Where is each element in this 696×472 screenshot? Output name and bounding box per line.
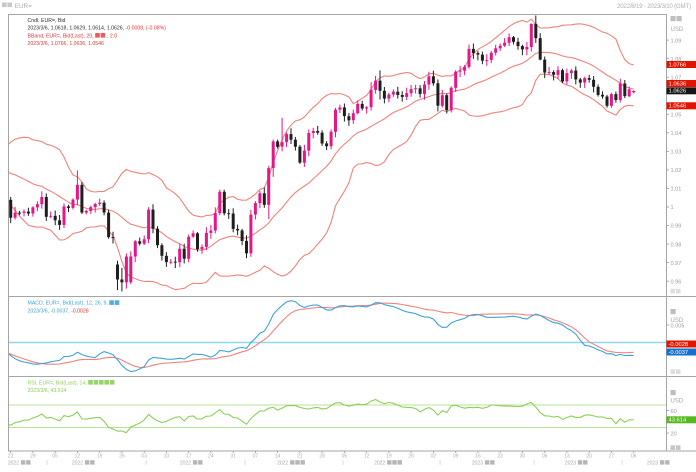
svg-text:43.614: 43.614: [669, 418, 688, 424]
svg-text:22: 22: [8, 454, 14, 460]
svg-text:19: 19: [386, 454, 392, 460]
svg-text:|: |: [342, 460, 343, 466]
svg-text:12: 12: [75, 454, 81, 460]
svg-text:05: 05: [52, 454, 58, 460]
svg-text:2023/3/6, -0.0037, -0.0028: 2023/3/6, -0.0037, -0.0028: [28, 308, 89, 314]
svg-text:1.0636: 1.0636: [669, 81, 687, 87]
svg-text:1.0766: 1.0766: [669, 62, 687, 68]
svg-text:17: 17: [186, 454, 192, 460]
svg-text:20: 20: [671, 431, 677, 437]
svg-text:06: 06: [542, 454, 548, 460]
svg-text:10: 10: [164, 454, 170, 460]
svg-text:1.0546: 1.0546: [669, 104, 687, 110]
svg-text:MACD, EUR=, Bid(Last), 12, 26,: MACD, EUR=, Bid(Last), 12, 26, 9,: [28, 301, 108, 307]
svg-text:02: 02: [431, 454, 437, 460]
svg-text:2023/3/6, 1.0618, 1.0629, 1.06: 2023/3/6, 1.0618, 1.0629, 1.0614, 1.0626…: [28, 26, 167, 32]
svg-text:16: 16: [475, 454, 481, 460]
svg-text:1: 1: [671, 205, 674, 211]
svg-text:28: 28: [319, 454, 325, 460]
svg-text:|: |: [145, 460, 146, 466]
svg-text:-0.0037: -0.0037: [669, 350, 689, 356]
svg-text:27: 27: [609, 454, 615, 460]
svg-text:1.01: 1.01: [671, 187, 682, 193]
svg-text:31: 31: [230, 454, 236, 460]
svg-text:60: 60: [671, 409, 677, 415]
svg-text:Cndl, EUR=, Bid: Cndl, EUR=, Bid: [28, 18, 66, 24]
svg-text:24: 24: [208, 454, 214, 460]
svg-text:|: |: [621, 460, 622, 466]
svg-text:13: 13: [564, 454, 570, 460]
svg-text:12: 12: [364, 454, 370, 460]
svg-text:20: 20: [586, 454, 592, 460]
svg-text:2023/3/6, 1.0766, 1.0636, 1.05: 2023/3/6, 1.0766, 1.0636, 1.0546: [28, 41, 105, 47]
svg-text:0.96: 0.96: [671, 279, 682, 285]
svg-text:26: 26: [119, 454, 125, 460]
svg-text:2022: 2022: [277, 461, 288, 467]
svg-text:, 2.0: , 2.0: [107, 33, 117, 39]
svg-text:EUR=: EUR=: [15, 3, 32, 10]
svg-text:|: |: [439, 460, 440, 466]
svg-text:2022/8/19 - 2023/3/10 (GMT): 2022/8/19 - 2023/3/10 (GMT): [617, 3, 691, 10]
svg-text:1.08: 1.08: [671, 57, 682, 63]
svg-text:USD: USD: [671, 27, 684, 33]
svg-text:30: 30: [520, 454, 526, 460]
svg-text:29: 29: [30, 454, 36, 460]
svg-text:|: |: [533, 460, 534, 466]
svg-text:1.09: 1.09: [671, 38, 682, 44]
svg-text:1.02: 1.02: [671, 168, 682, 174]
svg-text:0.97: 0.97: [671, 261, 682, 267]
svg-text:09: 09: [453, 454, 459, 460]
svg-text:14: 14: [275, 454, 281, 460]
svg-text:06: 06: [631, 454, 637, 460]
svg-text:2023/3/6, 43.614: 2023/3/6, 43.614: [28, 388, 67, 394]
svg-text:1.04: 1.04: [671, 131, 682, 137]
svg-text:2023: 2023: [647, 461, 658, 467]
svg-text:0.005: 0.005: [671, 323, 685, 329]
svg-text:26: 26: [408, 454, 414, 460]
svg-text:RSI, EUR=, Bid(Last), 14,: RSI, EUR=, Bid(Last), 14,: [28, 380, 87, 386]
svg-text:|: |: [46, 460, 47, 466]
svg-text:1.0626: 1.0626: [669, 89, 687, 95]
svg-text:1.03: 1.03: [671, 150, 682, 156]
svg-text:19: 19: [97, 454, 103, 460]
svg-text:21: 21: [297, 454, 303, 460]
svg-text:1.07: 1.07: [671, 75, 682, 81]
svg-text:USD: USD: [671, 399, 684, 405]
svg-text:-0.0028: -0.0028: [669, 342, 689, 348]
svg-text:|: |: [244, 460, 245, 466]
svg-text:03: 03: [141, 454, 147, 460]
svg-text:1.05: 1.05: [671, 113, 682, 119]
svg-text:0.99: 0.99: [671, 224, 682, 230]
svg-text:USD: USD: [671, 318, 684, 324]
svg-text:05: 05: [342, 454, 348, 460]
svg-text:2023: 2023: [565, 461, 576, 467]
svg-text:BBand, EUR=, Bid(Last), 20,: BBand, EUR=, Bid(Last), 20,: [28, 33, 94, 39]
svg-text:07: 07: [253, 454, 259, 460]
svg-text:2022: 2022: [374, 461, 385, 467]
svg-text:2023: 2023: [472, 461, 483, 467]
svg-text:0.98: 0.98: [671, 242, 682, 248]
svg-text:23: 23: [497, 454, 503, 460]
svg-text:2022: 2022: [8, 461, 19, 467]
svg-text:2022: 2022: [72, 461, 83, 467]
svg-text:2022: 2022: [180, 461, 191, 467]
